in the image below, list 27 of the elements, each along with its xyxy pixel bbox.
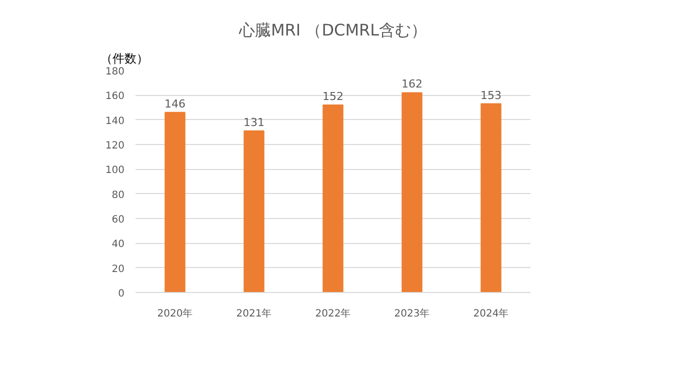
x-tick-label: 2023年	[394, 308, 430, 320]
data-label: 153	[480, 88, 502, 102]
data-label: 131	[244, 116, 264, 129]
y-tick-label: 40	[112, 239, 125, 250]
y-tick-label: 0	[118, 288, 125, 300]
y-tick-label: 60	[112, 214, 125, 226]
data-label: 146	[164, 97, 186, 110]
data-label: 152	[322, 90, 344, 104]
chart-title: 心臓MRI （DCMRL含む）	[238, 20, 428, 40]
x-tick-label: 2020年	[157, 308, 193, 320]
y-tick-label: 80	[112, 190, 125, 201]
bar	[244, 130, 264, 292]
bar	[164, 112, 186, 292]
y-tick-label: 20	[112, 264, 125, 275]
y-tick-label: 100	[105, 165, 125, 176]
y-tick-label: 120	[105, 140, 125, 152]
y-tick-label: 180	[105, 66, 125, 78]
bar	[480, 103, 502, 292]
y-tick-label: 140	[105, 116, 125, 127]
bar	[402, 92, 422, 292]
bar	[322, 104, 344, 292]
y-tick-label: 160	[105, 91, 125, 102]
x-tick-label: 2021年	[236, 308, 272, 320]
x-tick-label: 2024年	[473, 308, 509, 320]
data-label: 162	[402, 78, 422, 91]
y-axis-title: （件数）	[100, 52, 148, 66]
x-tick-label: 2022年	[315, 308, 351, 320]
